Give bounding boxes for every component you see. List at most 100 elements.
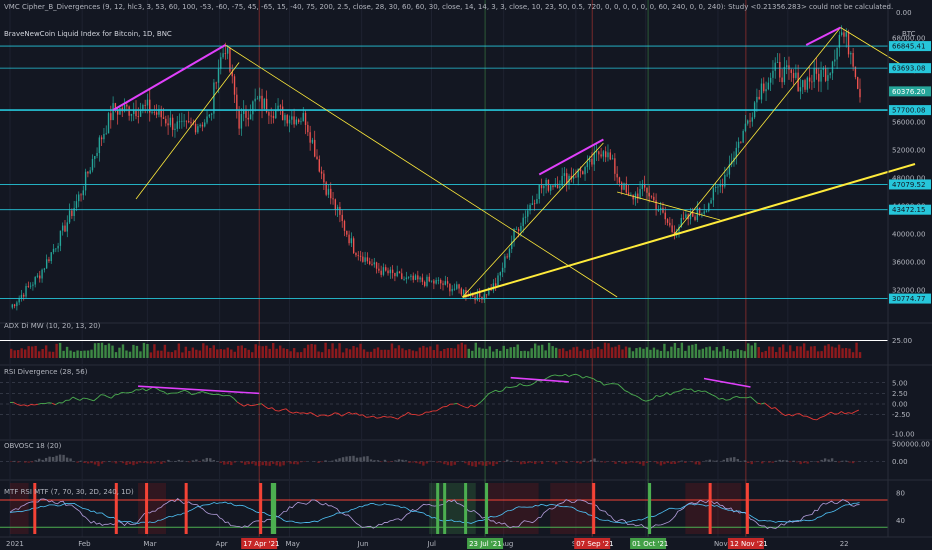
adx-bar (617, 344, 621, 358)
obv-bar (715, 460, 719, 462)
candle-body (380, 270, 382, 275)
candle-body (501, 267, 504, 273)
rsi-segment (289, 411, 294, 414)
candle-body (712, 187, 715, 201)
adx-bar (750, 345, 753, 358)
rsi-segment (313, 413, 318, 417)
obv-bar (698, 461, 701, 465)
obv-bar (341, 457, 345, 462)
adx-bar (540, 344, 544, 358)
mtf-pane-label[interactable]: MTF RSI MTF (7, 70, 30, 2D, 240, 1D) (4, 488, 134, 496)
adx-bar (757, 347, 760, 358)
obv-bar (474, 461, 477, 467)
x-axis-label: Feb (78, 540, 91, 548)
candle-body (582, 171, 584, 175)
obv-bar (677, 461, 680, 463)
adx-bar (10, 348, 13, 358)
adx-bar (226, 347, 229, 358)
candle-body (261, 95, 263, 109)
candle-body (836, 47, 838, 60)
candle-body (309, 132, 311, 143)
rsi-segment (128, 391, 133, 394)
candle-body (231, 71, 233, 77)
obv-bar (712, 460, 715, 462)
obv-bar (390, 461, 394, 463)
obv-bar (799, 461, 802, 465)
candle-body (531, 203, 534, 205)
rsi-segment (792, 413, 797, 417)
candle-body (772, 70, 774, 78)
obv-bar (795, 461, 799, 463)
adx-bar (837, 344, 841, 358)
rsi-segment (240, 403, 245, 407)
rsi-segment (418, 414, 423, 416)
candle-body (424, 281, 426, 286)
candle-body (155, 112, 158, 115)
candle-body (50, 252, 52, 262)
obv-bar (589, 459, 593, 462)
candle-body (559, 185, 561, 189)
mtf-zone (429, 483, 476, 534)
candle-body (352, 238, 355, 253)
candle-body (265, 98, 268, 113)
candle-body (105, 133, 107, 135)
obv-bar (376, 460, 380, 462)
adx-bar (366, 351, 369, 358)
adx-bar (324, 342, 327, 358)
rsi-segment (229, 395, 234, 399)
candle-body (224, 53, 227, 55)
adx-bar (457, 344, 460, 358)
adx-bar (502, 345, 505, 358)
adx-bar (743, 351, 746, 358)
candle-body (593, 152, 595, 165)
obv-bar (62, 454, 65, 462)
adx-bar (736, 349, 739, 358)
obv-bar (355, 457, 359, 462)
adx-bar (37, 351, 41, 358)
candle-body (332, 198, 334, 200)
rsi-segment (429, 410, 433, 413)
candle-body (808, 77, 811, 82)
candle-body (208, 114, 211, 117)
rsi-segment (467, 404, 472, 409)
candle-body (174, 128, 176, 130)
obv-bar (338, 458, 341, 462)
rsi-segment (519, 383, 524, 386)
rsi-segment (806, 415, 811, 419)
adx-bar (785, 351, 788, 358)
adx-bar (701, 348, 705, 358)
candle-body (204, 122, 206, 127)
rsi-axis-label: 5.00 (892, 379, 908, 387)
candle-body (171, 117, 174, 130)
rsi-pane-label[interactable]: RSI Divergence (28, 56) (4, 368, 88, 376)
rsi-segment (415, 414, 419, 416)
candle-body (146, 99, 149, 106)
adx-bar (334, 348, 338, 358)
rsi-segment (44, 402, 49, 404)
candle-body (270, 115, 272, 117)
rsi-segment (271, 407, 276, 411)
candle-body (694, 216, 696, 220)
obv-bar (439, 461, 443, 463)
rsi-segment (698, 390, 702, 392)
adx-bar (610, 347, 614, 358)
rsi-segment (582, 375, 587, 379)
obv-bar (617, 460, 621, 462)
level-price-tag (889, 179, 931, 190)
candle-body (268, 112, 270, 116)
adx-bar (439, 351, 443, 358)
adx-bar (715, 347, 719, 358)
adx-bar (41, 348, 44, 358)
rsi-segment (13, 401, 18, 405)
obv-bar (146, 461, 149, 464)
price-axis-label: 36000.00 (892, 259, 925, 267)
candle-body (300, 121, 302, 123)
candle-body (811, 81, 813, 83)
candle-body (119, 107, 121, 115)
x-axis-label: Mar (143, 540, 156, 548)
candle-body (744, 123, 747, 132)
obv-pane-label[interactable]: OBVOSC 18 (20) (4, 442, 62, 450)
adx-pane-label[interactable]: ADX Di MW (10, 20, 13, 20) (4, 322, 101, 330)
adx-bar (55, 343, 58, 358)
rsi-segment (376, 417, 381, 419)
